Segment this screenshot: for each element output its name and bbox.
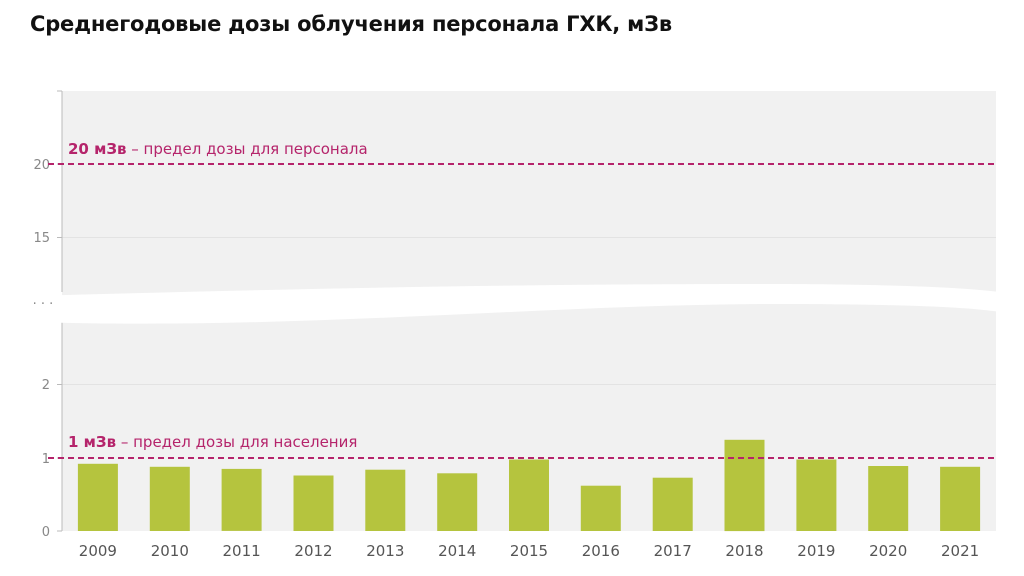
bar-2017 <box>652 477 693 531</box>
x-tick-label-2009: 2009 <box>79 542 117 560</box>
x-tick-label-2010: 2010 <box>151 542 189 560</box>
bar-2012 <box>293 475 334 531</box>
x-tick-label-2016: 2016 <box>582 542 620 560</box>
x-tick-labels: 2009 2010 2011 2012 2013 2014 2015 2016 2017 2018… <box>79 542 979 560</box>
chart-title: Среднегодовые дозы облучения персонала Г… <box>30 12 672 36</box>
bar-2013 <box>365 469 406 531</box>
reference-label-1: 1 мЗв – предел дозы для населения <box>68 433 357 451</box>
bar-2020 <box>868 466 909 531</box>
x-tick-label-2014: 2014 <box>438 542 476 560</box>
y-tick-label-20: 20 <box>33 158 50 173</box>
bar-2018 <box>724 439 765 532</box>
x-tick-label-2020: 2020 <box>869 542 907 560</box>
bar-2019 <box>796 459 837 531</box>
bar-series <box>77 439 981 532</box>
axis-break <box>30 284 1000 324</box>
bar-2016 <box>580 485 621 531</box>
y-tick-label-15: 15 <box>33 231 50 246</box>
reference-label-20-text: – предел дозы для персонала <box>127 140 368 158</box>
bar-2015 <box>509 459 549 531</box>
reference-label-20-value: 20 мЗв <box>68 140 127 158</box>
gridlines <box>62 237 996 385</box>
bar-2021 <box>940 466 981 531</box>
x-tick-label-2019: 2019 <box>797 542 835 560</box>
reference-label-1-text: – предел дозы для населения <box>116 433 357 451</box>
reference-label-20: 20 мЗв – предел дозы для персонала <box>68 140 368 158</box>
x-tick-label-2021: 2021 <box>941 542 979 560</box>
reference-label-1-value: 1 мЗв <box>68 433 116 451</box>
x-tick-label-2015: 2015 <box>510 542 548 560</box>
y-tick-label-0: 0 <box>42 525 50 540</box>
bar-2009 <box>77 463 118 531</box>
x-tick-label-2018: 2018 <box>725 542 763 560</box>
bar-2014 <box>437 473 478 531</box>
axis-break-label: . . . <box>33 293 54 308</box>
x-tick-label-2017: 2017 <box>654 542 692 560</box>
bar-2010 <box>149 466 190 531</box>
y-tick-label-2: 2 <box>42 378 50 393</box>
x-tick-label-2012: 2012 <box>294 542 332 560</box>
y-tick-label-1: 1 <box>42 452 50 467</box>
x-tick-label-2013: 2013 <box>366 542 404 560</box>
x-tick-label-2011: 2011 <box>223 542 261 560</box>
bar-2011 <box>221 468 262 531</box>
